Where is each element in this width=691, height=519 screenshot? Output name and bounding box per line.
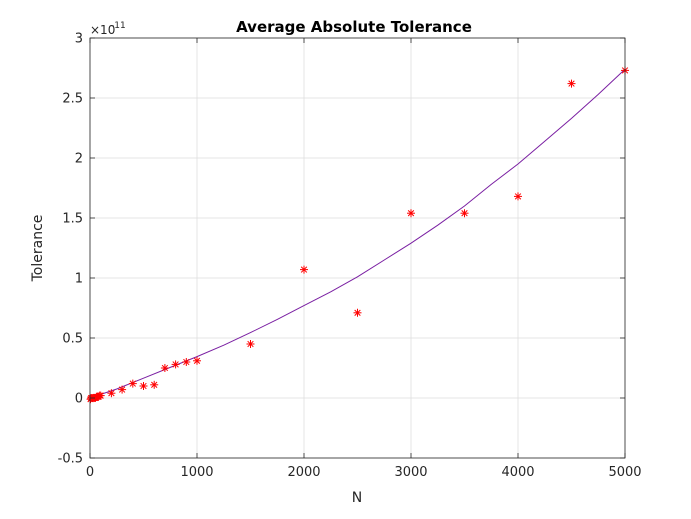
data-point (193, 356, 201, 365)
fit-curve (89, 68, 626, 399)
data-point (567, 79, 576, 88)
data-point (182, 358, 191, 366)
x-tick-label: 5000 (608, 465, 641, 480)
y-tick-label: -0.5 (58, 452, 83, 467)
y-exponent-base: ×10 (90, 23, 115, 37)
data-point (139, 382, 148, 390)
y-tick-label: 1 (75, 272, 83, 287)
data-point (171, 360, 180, 369)
x-tick-label: 3000 (394, 465, 427, 480)
x-tick-label: 0 (86, 465, 94, 480)
y-tick-label: 0 (75, 392, 83, 407)
tick-labels-layer: 0 1000 2000 3000 4000 5000-0.500.511.522.53 (58, 32, 642, 481)
chart-title: Average Absolute Tolerance (236, 18, 472, 36)
plot-background (90, 38, 625, 458)
data-point (107, 389, 116, 398)
y-tick-label: 1.5 (62, 212, 83, 227)
data-point (353, 308, 362, 317)
data-point (160, 364, 169, 372)
data-point (460, 209, 469, 218)
y-exponent-power: -11 (111, 21, 126, 31)
y-tick-label: 2.5 (62, 92, 83, 107)
y-tick-label: 0.5 (62, 332, 83, 347)
y-tick-label: 2 (75, 152, 83, 167)
data-point (514, 192, 522, 201)
ticks-layer (89, 37, 626, 459)
y-tick-label: 3 (75, 32, 83, 47)
y-axis-label: Tolerance (30, 215, 46, 283)
x-axis-label: N (352, 490, 362, 506)
data-point (118, 385, 127, 394)
data-point (128, 379, 137, 388)
data-point (96, 391, 105, 400)
x-tick-label: 2000 (287, 465, 320, 480)
data-point (246, 340, 255, 348)
points-layer (86, 66, 629, 404)
plot-frame (89, 37, 626, 459)
data-point (300, 265, 308, 274)
x-tick-label: 4000 (501, 465, 534, 480)
data-point (150, 380, 159, 389)
data-point (407, 209, 415, 218)
fit-layer (89, 68, 626, 399)
x-tick-label: 1000 (180, 465, 213, 480)
